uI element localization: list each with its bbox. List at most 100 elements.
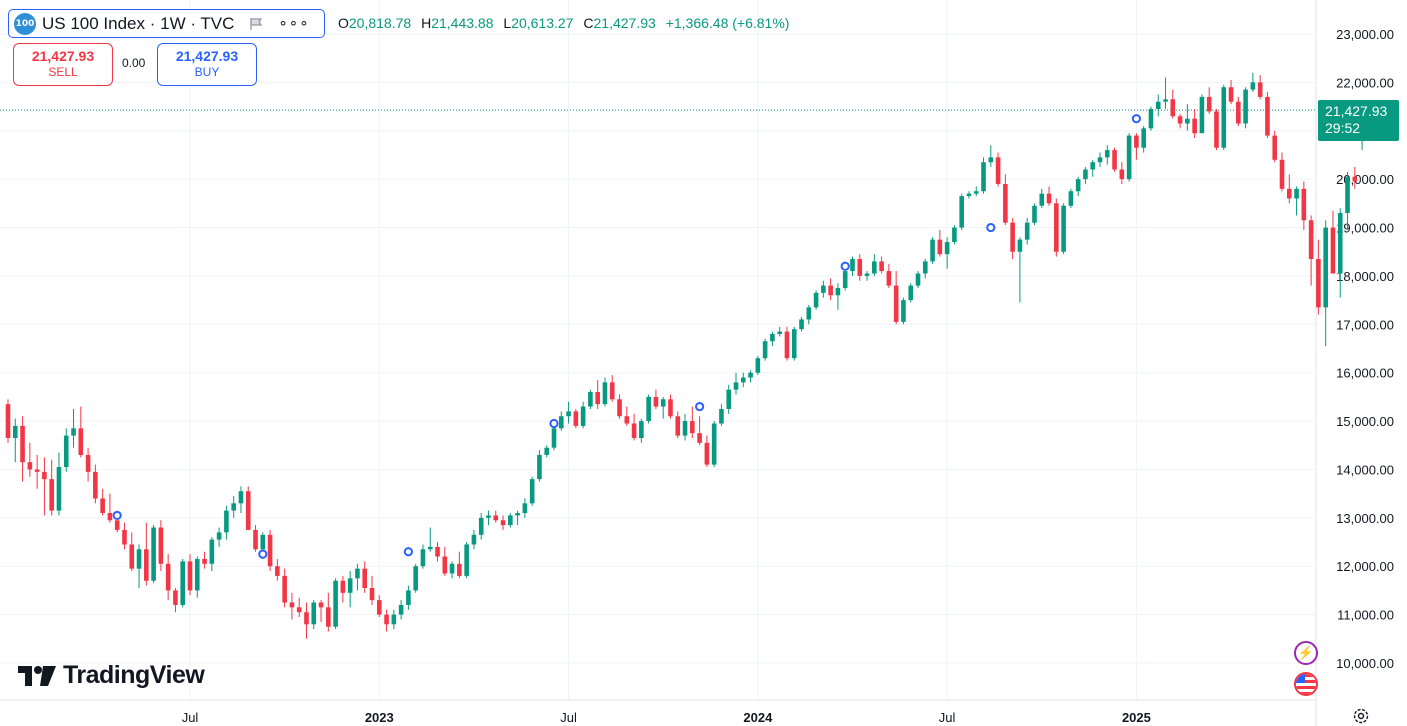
candle [639,418,644,443]
candle [631,413,637,441]
event-marker [695,401,705,412]
candle-body [1286,188,1292,199]
candle [129,532,135,572]
candle-body [580,406,586,426]
candle [1141,125,1146,153]
candle [719,404,724,426]
candle [1112,147,1117,172]
candle-body [1308,220,1314,259]
flag-icon[interactable] [248,17,264,31]
ohlc-open-value: 20,818.78 [348,15,412,31]
candle-body [821,285,826,293]
candle-body [1003,183,1008,223]
more-icon[interactable]: ∘∘∘ [278,15,310,32]
candle [966,191,972,199]
candle [711,421,717,468]
candle [420,544,426,569]
us-flag-icon[interactable] [1294,672,1318,696]
candle [12,418,18,463]
candle-body [63,435,69,468]
candle [886,263,892,289]
candle [1308,215,1314,286]
candle [413,563,418,593]
buy-label: BUY [194,65,220,79]
candle [1061,203,1066,255]
candle [908,283,914,303]
tradingview-logo[interactable]: TradingView [17,661,205,690]
candle [1163,77,1168,109]
candle [253,525,258,552]
candle [180,558,186,608]
bolt-icon[interactable]: ⚡ [1294,641,1318,665]
candle-body [1243,89,1248,124]
candle [1199,94,1205,134]
bar-countdown: 29:52 [1325,120,1361,136]
candle-body [122,529,127,545]
candle [158,520,164,572]
candle-body [449,563,455,574]
candle-body [973,191,979,194]
candle-body [500,520,506,526]
candle-body [740,377,746,383]
sell-button[interactable]: 21,427.93 SELL [13,43,113,86]
x-tick-label: 2023 [365,710,394,725]
candle [1330,210,1336,274]
candle [136,544,142,589]
event-marker [258,549,268,559]
candle-body [981,162,986,192]
ohlc-change: +1,366.48 (+6.81%) [665,15,790,31]
candle-body [362,568,368,589]
candle-body [770,333,775,342]
candle [784,326,790,361]
candle [493,510,499,523]
candle-body [1148,108,1154,129]
candle [1170,89,1176,119]
candle-body [719,408,724,424]
ohlc-close-value: 21,427.93 [593,15,656,31]
candle-body [1250,82,1256,90]
candle-body [828,285,833,296]
candle-body [544,447,550,455]
candle-body [93,471,98,499]
candle-body [471,534,477,545]
ohlc-close-label: C [583,15,594,31]
candle-body [1170,99,1176,117]
candle-body [1017,239,1023,252]
candle [602,377,608,407]
candle [5,399,11,443]
candle [1148,106,1154,131]
candle-body [180,561,186,605]
candle [362,561,368,593]
candle-body [100,498,105,514]
candle-body [318,602,324,608]
candle-body [253,529,258,550]
buy-button[interactable]: 21,427.93 BUY [157,43,257,86]
gear-icon[interactable] [1352,707,1370,725]
candle [187,554,193,596]
candle-body [893,285,899,322]
candle-body [42,471,47,480]
candle-body [813,292,819,308]
candle-body [1010,222,1015,252]
candle [1236,96,1241,126]
candle-body [944,242,950,255]
candle-body [988,157,994,163]
candle [1024,217,1030,245]
candle [944,237,950,269]
sell-label: SELL [48,65,78,79]
candle [879,256,884,274]
candle-body [1228,87,1234,102]
candle [515,510,520,526]
candle-body [1097,157,1103,163]
symbol-selector[interactable]: 100 US 100 Index · 1W · TVC ∘∘∘ [8,9,325,38]
candle-body [508,515,513,526]
candle [1068,188,1074,209]
candle [435,542,440,562]
candle-body [566,411,571,417]
candle [660,396,666,419]
candle [464,542,469,579]
brand-name: TradingView [63,661,205,689]
candle [216,527,222,547]
candle [1265,92,1270,139]
